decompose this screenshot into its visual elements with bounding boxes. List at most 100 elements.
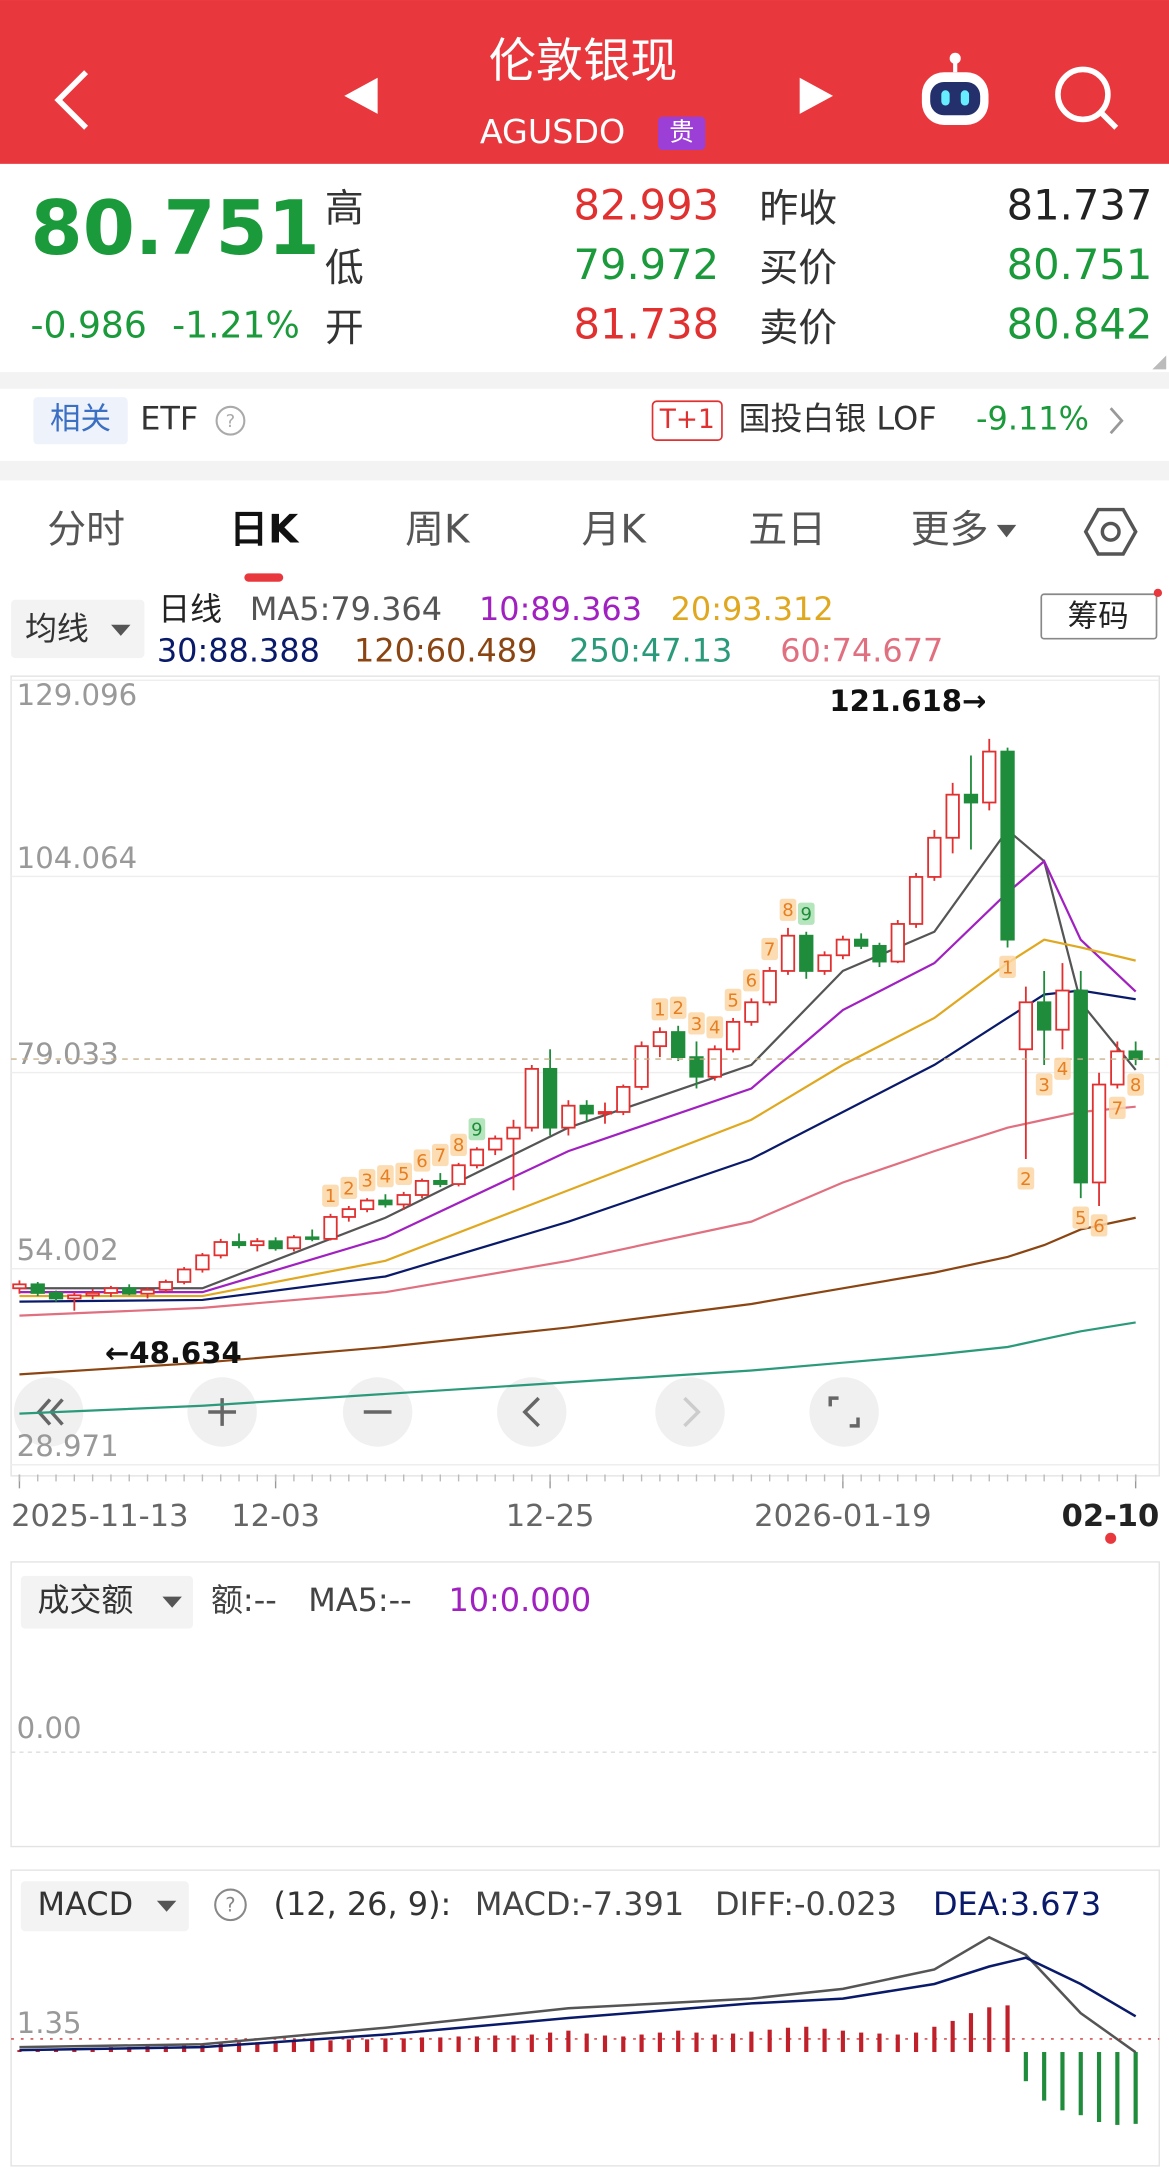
td-mark-bg bbox=[688, 1012, 705, 1035]
candle-body bbox=[213, 1241, 228, 1257]
td-mark: 7 bbox=[435, 1145, 446, 1166]
td-mark: 7 bbox=[1112, 1098, 1123, 1119]
macd-bar bbox=[676, 2030, 681, 2053]
tab[interactable]: 周K bbox=[405, 507, 471, 552]
x-tick-label: 2026-01-19 bbox=[754, 1499, 931, 1534]
macd-bar bbox=[346, 2039, 351, 2053]
macd-bar bbox=[657, 2032, 662, 2053]
tab-active[interactable]: 日K bbox=[229, 507, 300, 552]
candle-body bbox=[634, 1045, 649, 1088]
selector-bg[interactable] bbox=[20, 1881, 189, 1932]
related-tag-bg bbox=[33, 397, 128, 445]
candle-body bbox=[359, 1199, 375, 1211]
candle-body bbox=[305, 1236, 320, 1240]
x-tick-label: 12-25 bbox=[506, 1499, 595, 1534]
candle-body bbox=[689, 1056, 704, 1078]
macd-bar bbox=[639, 2034, 644, 2053]
zoom-button[interactable] bbox=[497, 1377, 567, 1447]
td-mark-bg bbox=[779, 898, 797, 921]
macd-bar bbox=[365, 2039, 370, 2053]
macd-bar bbox=[566, 2030, 571, 2053]
info-icon[interactable] bbox=[214, 1888, 247, 1922]
candle-body bbox=[1000, 750, 1015, 941]
macd-bar bbox=[913, 2032, 919, 2053]
candle-body bbox=[176, 1268, 192, 1283]
related-etf[interactable]: ETF bbox=[140, 400, 198, 438]
td-mark: 6 bbox=[416, 1151, 427, 1172]
next-button[interactable] bbox=[799, 77, 834, 114]
zoom-icons bbox=[36, 1396, 860, 1428]
candle-body bbox=[1091, 1083, 1107, 1184]
info-icon[interactable] bbox=[215, 405, 246, 436]
candle-body bbox=[231, 1241, 247, 1247]
td-mark-bg bbox=[999, 955, 1016, 978]
x-tick-label: 02-10 bbox=[1062, 1499, 1160, 1534]
tab[interactable]: 分时 bbox=[47, 507, 125, 552]
candle-body bbox=[286, 1236, 302, 1250]
prev-button[interactable] bbox=[344, 77, 378, 114]
back-button[interactable] bbox=[54, 70, 89, 130]
dropdown-arrow bbox=[156, 1900, 177, 1912]
legend-name: 10: bbox=[479, 590, 530, 628]
info-icon-glyph: ? bbox=[226, 411, 236, 432]
info-icon-glyph: ? bbox=[225, 1894, 235, 1917]
settings-button[interactable] bbox=[1083, 507, 1138, 556]
candle-body bbox=[542, 1067, 558, 1129]
macd-bar bbox=[438, 2037, 443, 2053]
field-value: 82.993 bbox=[573, 180, 719, 229]
candle-body bbox=[1110, 1050, 1125, 1086]
td-mark: 5 bbox=[398, 1164, 409, 1185]
macd-bar bbox=[310, 2040, 315, 2053]
tab[interactable]: 月K bbox=[581, 507, 647, 552]
td-mark: 2 bbox=[1020, 1169, 1031, 1190]
macd-tick-label: 1.35 bbox=[17, 2006, 82, 2040]
td-mark: 8 bbox=[782, 900, 793, 921]
candle-body bbox=[12, 1283, 27, 1290]
td-mark-bg bbox=[1109, 1096, 1126, 1120]
selector-bg[interactable] bbox=[20, 1575, 193, 1629]
td-mark-bg bbox=[413, 1149, 431, 1172]
assistant-icon[interactable] bbox=[921, 52, 989, 125]
candle-body bbox=[908, 876, 924, 925]
macd-bar bbox=[456, 2036, 461, 2053]
td-mark-bg bbox=[651, 998, 669, 1021]
badge-bg bbox=[658, 116, 706, 150]
candle-body bbox=[48, 1292, 64, 1300]
macd-bar bbox=[1115, 2052, 1120, 2125]
macd-bar bbox=[712, 2034, 717, 2053]
diff-label: DIFF:-0.023 bbox=[715, 1885, 897, 1923]
ma-line bbox=[19, 1216, 1136, 1376]
fund-name[interactable]: 国投白银 LOF bbox=[739, 400, 937, 438]
zoom-button[interactable] bbox=[809, 1377, 879, 1447]
legend-value: 88.388 bbox=[208, 632, 320, 670]
legend-entry: 20:93.312 bbox=[671, 590, 834, 628]
macd-bar bbox=[291, 2041, 296, 2053]
code: AGUSDO bbox=[480, 112, 625, 151]
chip-button[interactable] bbox=[1040, 593, 1158, 640]
macd-bar bbox=[255, 2042, 260, 2053]
macd-bar bbox=[950, 2020, 955, 2053]
macd-bar bbox=[730, 2033, 736, 2053]
candle-body bbox=[927, 836, 942, 878]
tab[interactable]: 更多 bbox=[911, 507, 989, 552]
macd-bar bbox=[1096, 2052, 1102, 2122]
candle-body bbox=[963, 793, 979, 804]
chevron[interactable] bbox=[1109, 407, 1124, 435]
tab-underline bbox=[244, 573, 284, 582]
search-button[interactable] bbox=[1055, 66, 1119, 130]
macd-bar bbox=[694, 2032, 699, 2053]
td-mark-bg bbox=[377, 1165, 394, 1188]
fund-tag: T+1 bbox=[659, 405, 715, 435]
zoom-button[interactable] bbox=[655, 1377, 725, 1447]
candle-body bbox=[1018, 1001, 1034, 1051]
td-mark: 4 bbox=[1057, 1059, 1068, 1080]
tab[interactable]: 五日 bbox=[748, 507, 826, 552]
selector-bg[interactable] bbox=[11, 599, 145, 659]
td-mark: 6 bbox=[746, 971, 757, 992]
macd-bar bbox=[602, 2035, 608, 2053]
macd-bar bbox=[511, 2035, 516, 2053]
candle-body bbox=[982, 750, 997, 804]
dropdown-arrow bbox=[111, 624, 131, 636]
field-label: 开 bbox=[325, 306, 364, 351]
